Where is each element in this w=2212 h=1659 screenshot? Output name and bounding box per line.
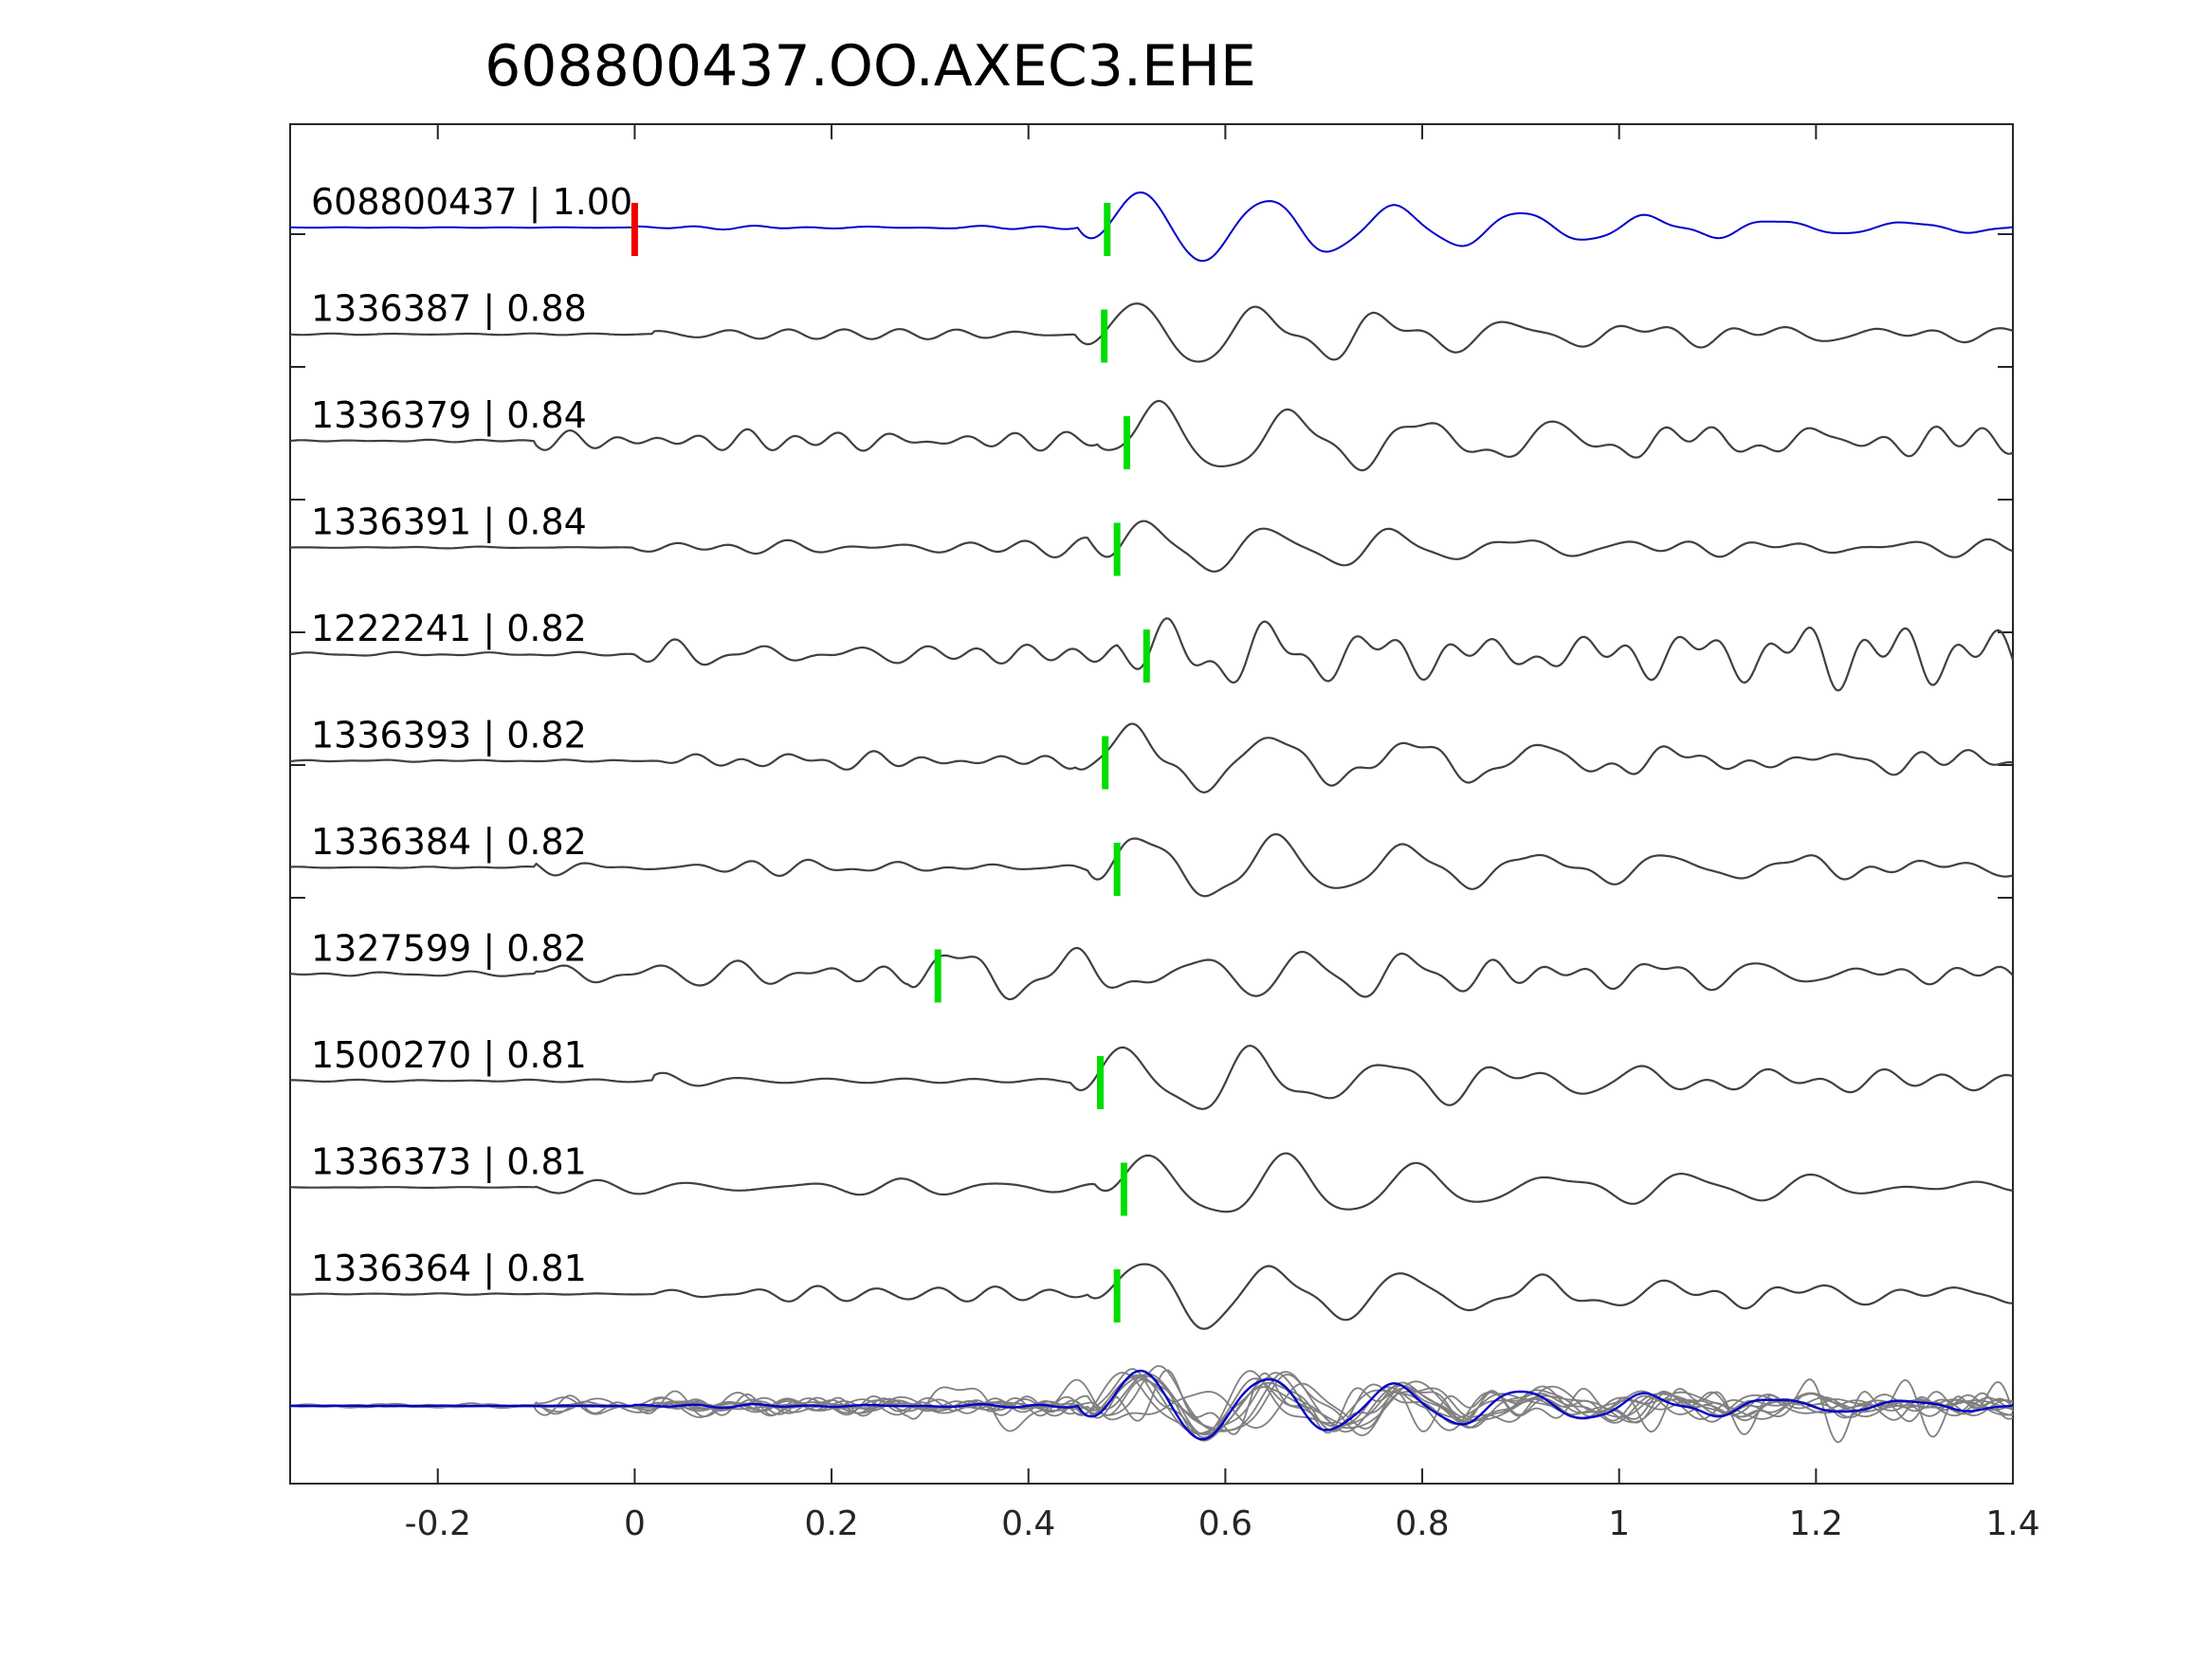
stack-match-trace: [289, 1375, 2013, 1442]
x-tick-label: 1: [1608, 1504, 1630, 1543]
pick-markers: [631, 203, 1150, 1322]
trace-label: 1336387 | 0.88: [311, 288, 587, 331]
match-trace: [290, 1044, 2014, 1110]
frame-ticks: [290, 124, 2014, 1484]
match-trace: [290, 520, 2014, 573]
stack-match-trace: [289, 1374, 2014, 1434]
x-tick-label: 0: [624, 1504, 646, 1543]
trace-label: 1336384 | 0.82: [311, 821, 587, 864]
waveform-traces: [289, 191, 2015, 1330]
trace-label: 1336379 | 0.84: [311, 394, 587, 437]
x-tick-label: -0.2: [405, 1504, 471, 1543]
match-trace: [289, 722, 2014, 793]
x-tick-label: 0.2: [804, 1504, 858, 1543]
x-tick-label: 1.4: [1985, 1504, 2039, 1543]
stack-match-trace: [289, 1372, 2014, 1436]
match-trace: [290, 1152, 2014, 1213]
trace-label: 1336393 | 0.82: [311, 715, 587, 757]
x-axis: -0.2 0 0.2 0.4 0.6 0.8 1 1.2 1.4: [405, 1504, 2040, 1543]
trace-label: 1327599 | 0.82: [311, 928, 587, 971]
trace-label: 608800437 | 1.00: [311, 181, 632, 224]
chart-title: 608800437.OO.AXEC3.EHE: [484, 33, 1256, 100]
match-trace: [289, 946, 2014, 1001]
match-trace: [289, 1263, 2013, 1330]
trace-label: 1336373 | 0.81: [311, 1141, 587, 1184]
match-trace: [289, 617, 2015, 692]
match-trace: [289, 399, 2014, 472]
plot-area-frame: [289, 123, 2014, 1485]
trace-label: 1222241 | 0.82: [311, 608, 587, 650]
x-tick-label: 0.8: [1395, 1504, 1449, 1543]
trace-label: 1336391 | 0.84: [311, 501, 587, 544]
trace-labels: 608800437 | 1.00 1336387 | 0.88 1336379 | …: [311, 181, 632, 1290]
stack-match-trace: [289, 1364, 2014, 1437]
match-trace: [289, 302, 2014, 363]
x-tick-label: 0.6: [1198, 1504, 1252, 1543]
trace-label: 1500270 | 0.81: [311, 1034, 587, 1077]
x-tick-label: 0.4: [1001, 1504, 1055, 1543]
stacked-overlay: [289, 1364, 2014, 1444]
trace-label: 1336364 | 0.81: [311, 1248, 587, 1290]
template-trace: [290, 191, 2014, 263]
stack-template-trace: [290, 1369, 2014, 1441]
x-tick-label: 1.2: [1789, 1504, 1843, 1543]
match-trace: [289, 833, 2014, 898]
